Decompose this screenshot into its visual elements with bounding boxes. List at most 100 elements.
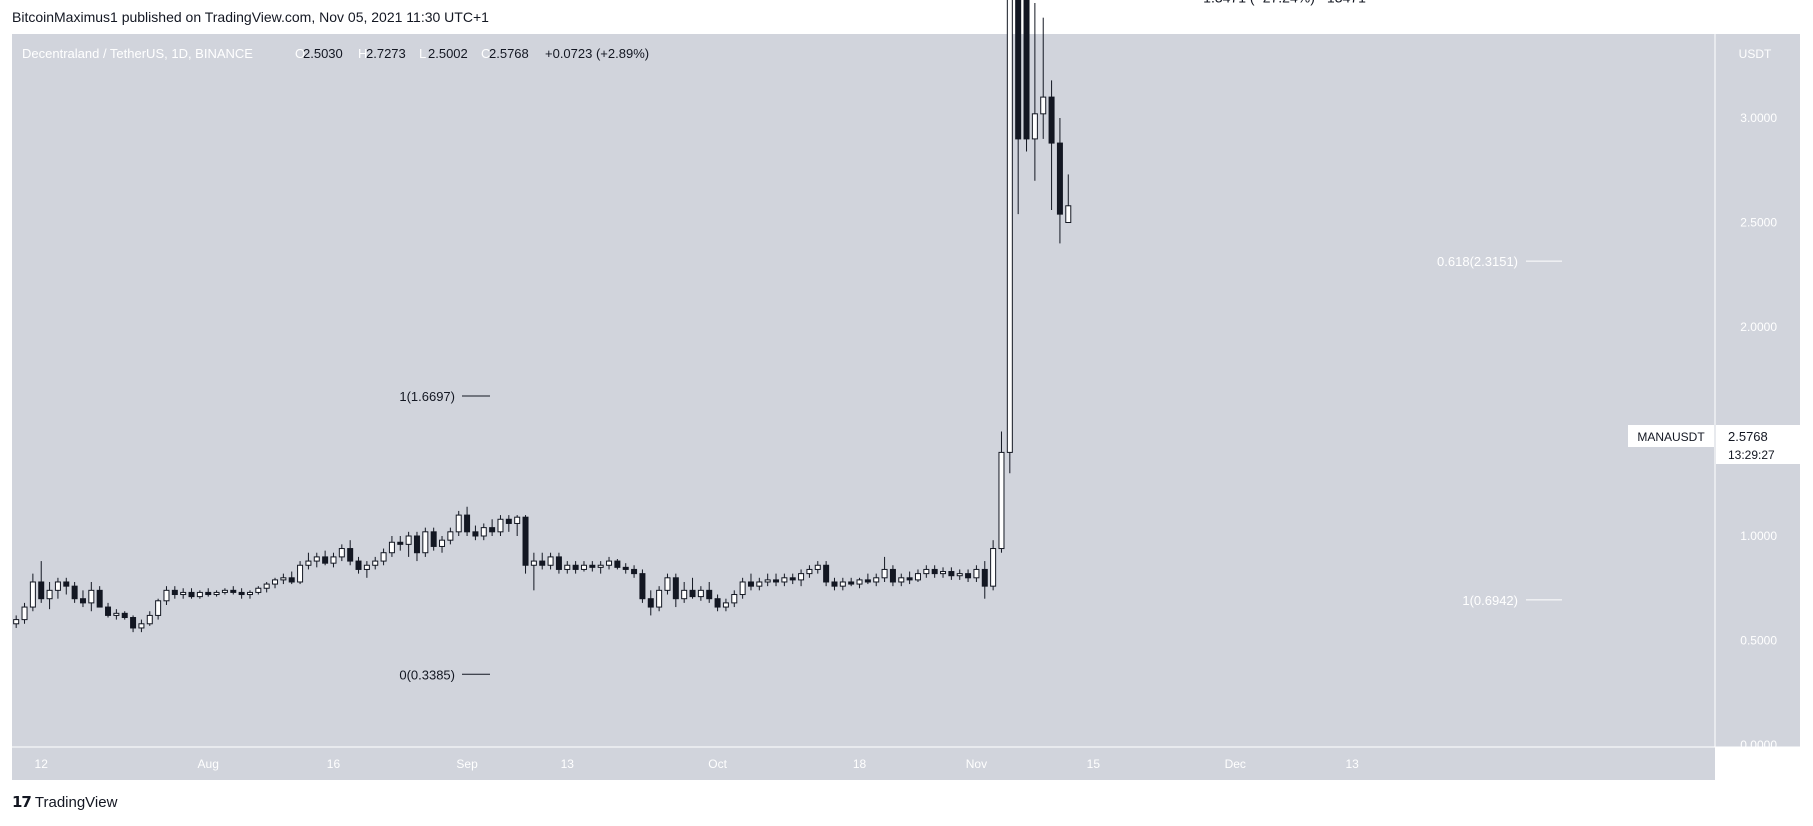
candle-down [981,568,988,587]
candle-down [1056,142,1063,215]
candle-down [689,589,696,598]
candle-up [564,564,571,570]
candle-up [46,589,53,600]
candle-up [113,612,120,616]
candle-up [839,581,846,587]
candle-up [21,606,28,621]
candle-up [547,556,554,566]
candle-up [138,623,145,629]
candle-down [79,598,86,604]
candle-up [13,619,20,625]
candle-up [54,581,61,591]
candle-up [580,564,587,570]
time-axis-panel [12,747,1715,780]
candle-up [439,539,446,547]
time-tick-label: Nov [966,757,987,771]
price-tick-label: 2.5000 [1740,216,1777,230]
candle-up [1006,0,1013,453]
candlestick-series [13,0,1072,633]
candle-down [288,577,295,583]
candle-down [1048,96,1055,144]
ohlc-low-label: L [419,46,426,61]
candle-up [923,568,930,575]
candle-down [714,598,721,608]
candle-up [388,541,395,554]
candle-down [789,577,796,581]
candle-down [639,573,646,600]
ohlc-high-value: 2.7273 [366,46,406,61]
candle-up [881,568,888,579]
candle-up [898,577,905,583]
candle-down [864,579,871,583]
time-axis-ticks: 12 Aug 16 Sep 13 Oct 18 Nov 15 Dec 13 [35,757,1360,771]
candle-down [965,573,972,579]
price-tag-value-box [1716,425,1800,464]
candle-up [380,552,387,562]
fib-level-label: 1(1.6697) [399,389,455,404]
measure-label: −1.3471 (−27.24%) −13471 [1195,0,1366,6]
candle-up [998,451,1005,550]
fib-levels-left: 3.61(5.1441)1(1.6697)0(0.3385) [399,389,490,682]
candle-up [263,583,270,589]
candle-up [764,579,771,583]
time-tick-label: 13 [1345,757,1359,771]
candle-down [63,581,70,587]
price-tick-label: 0.5000 [1740,634,1777,648]
candle-up [146,614,153,625]
candle-up [973,568,980,579]
fib-level-label: 0(0.3385) [399,667,455,682]
candle-up [914,573,921,581]
candle-up [681,589,688,600]
candle-up [990,548,997,587]
candle-down [889,568,896,583]
symbol-title: Decentraland / TetherUS, 1D, BINANCE [22,46,253,61]
candle-up [155,600,162,616]
candle-up [781,577,788,583]
candle-up [363,564,370,570]
candle-up [756,581,763,587]
candle-down [489,527,496,533]
price-axis-unit: USDT [1739,47,1772,61]
candle-up [163,589,170,602]
price-tick-label: 3.0000 [1740,111,1777,125]
price-tag-countdown: 13:29:27 [1728,448,1775,462]
candle-down [522,516,529,566]
candle-down [948,571,955,577]
tradingview-brand: TradingView [34,793,118,811]
candle-up [956,573,963,577]
candle-up [697,589,704,598]
candle-up [213,591,220,596]
ohlc-open-value: 2.5030 [303,46,343,61]
candle-down [647,598,654,608]
candle-down [831,581,838,587]
candle-up [455,514,462,533]
candle-down [505,518,512,524]
price-axis-panel [1715,34,1800,747]
candle-up [664,577,671,591]
tradingview-logo[interactable]: 17 TradingView [12,793,117,811]
time-tick-label: 15 [1087,757,1101,771]
candle-down [230,589,237,593]
candle-up [1040,96,1047,115]
candle-down [322,556,329,564]
annotations: −1.3471 (−27.24%) −13471 [1195,0,1366,6]
candle-down [71,585,78,600]
candle-up [422,531,429,554]
candle-up [313,556,320,562]
ohlc-close-value: 2.5768 [489,46,529,61]
candle-up [940,571,947,575]
candle-up [196,591,203,598]
chart-background [12,34,1715,747]
price-tick-label: 1.0000 [1740,529,1777,543]
time-tick-label: Sep [456,757,478,771]
candle-down [171,589,178,596]
time-tick-label: Dec [1225,757,1246,771]
fib-levels-right: 0(4.9376)0.618(2.3151)1(0.6942) [1437,254,1562,608]
time-tick-label: Aug [198,757,219,771]
candle-up [272,579,279,585]
ohlc-open-label: O [295,46,305,61]
candle-down [539,560,546,566]
fib-level-label: 0.618(2.3151) [1437,254,1518,269]
candle-down [622,566,629,570]
